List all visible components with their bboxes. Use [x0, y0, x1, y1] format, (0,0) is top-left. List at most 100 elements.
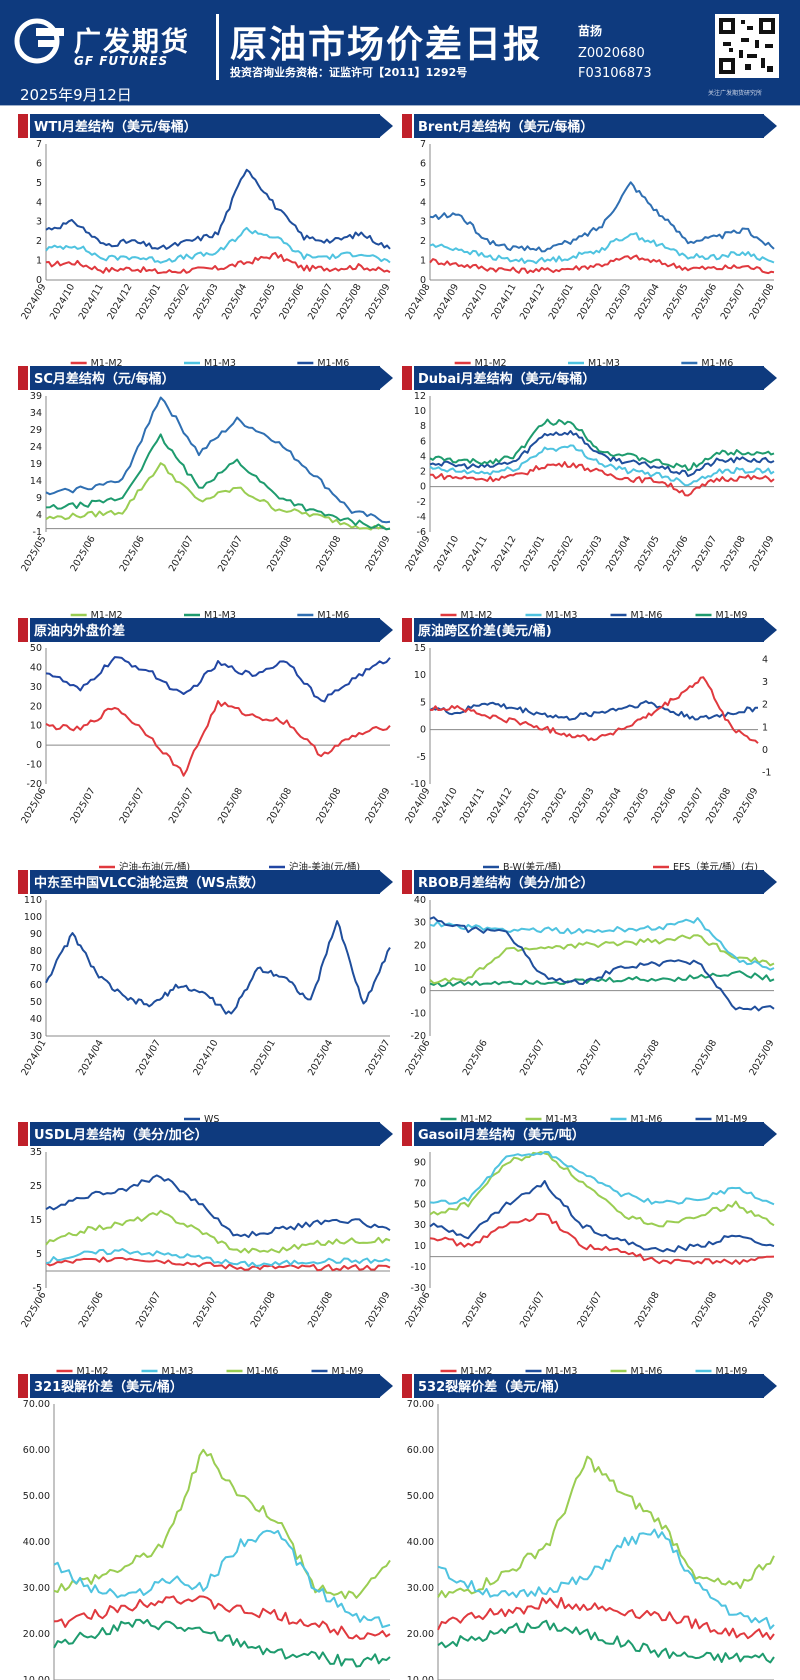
x-tick-label: 2025/06 — [277, 282, 306, 322]
x-tick-label: 2024/11 — [77, 282, 106, 322]
x-tick-label: 2025/09 — [363, 534, 392, 574]
x-tick-label: 2025/01 — [134, 282, 163, 322]
y-tick-label: 15 — [414, 643, 426, 654]
report-title: 原油市场价差日报 — [230, 23, 542, 66]
y-tick-label: 6 — [420, 158, 426, 169]
chart-title: 中东至中国VLCC油轮运费（WS点数） — [34, 876, 265, 891]
x-tick-label: 2024/09 — [403, 786, 432, 826]
series-line-M1-M3 — [429, 232, 775, 265]
legend-label: WS — [204, 1114, 219, 1125]
y-tick-label: 12 — [414, 391, 426, 402]
qr-caption: 关注广发期货研究所 — [708, 90, 763, 97]
legend-label: M1-M6 — [631, 1366, 663, 1377]
x-tick-label: 2025/06 — [649, 786, 678, 826]
y-tick-label: 7 — [420, 139, 426, 150]
x-tick-label: 2025/07 — [363, 1038, 392, 1078]
chart-title: Gasoil月差结构（美元/吨） — [418, 1128, 585, 1143]
series-line-s1 — [437, 1455, 775, 1599]
chart-title-banner: Gasoil月差结构（美元/吨） — [402, 1122, 782, 1146]
x-tick-label: 2025/07 — [719, 282, 748, 322]
chart-svg-vlcc: 30 40 50 60 70 80 90 100 110 2024/01 2024/04 2024/0… — [19, 895, 392, 1125]
y-tick-label: 70 — [414, 1178, 426, 1189]
x-tick-label: 2025/09 — [363, 786, 392, 826]
chart-svg-sc: -1 4 9 14 19 24 29 34 39 2025/05 2025/06 2025/06 202… — [19, 391, 392, 621]
brand-name: 广发期货 — [74, 27, 190, 58]
y-tick-label: 50 — [30, 643, 42, 654]
chart-panel-gasoil: Gasoil月差结构（美元/吨） -30 -10 10 30 50 70 90 2025/06 2… — [402, 1122, 782, 1386]
legend-label: M1-M2 — [461, 610, 493, 621]
legend-label: M1-M3 — [204, 358, 236, 369]
y-tick-label: 7 — [36, 139, 42, 150]
x-tick-label: 2025/07 — [518, 1290, 547, 1330]
series-line-B-W(美元/桶) — [429, 700, 758, 721]
series-line-M1-M6 — [429, 430, 775, 478]
x-tick-label: 2025/06 — [19, 1290, 48, 1330]
legend-label: M1-M6 — [317, 358, 349, 369]
chart-title-banner: 321裂解价差（美元/桶） — [18, 1374, 398, 1398]
series-line-s3 — [437, 1596, 775, 1641]
legend-label: M1-M3 — [546, 1114, 578, 1125]
y-tick-label: 25 — [30, 1181, 42, 1192]
y-tick-label: 0 — [36, 740, 42, 751]
y-tick-label: 30 — [30, 682, 42, 693]
x-tick-label: 2025/06 — [461, 1038, 490, 1078]
series-line-M1-M2 — [429, 461, 775, 497]
chart-svg-dubai: -6 -4 -2 0 2 4 6 8 10 12 2024/09 2024/10 2024/11 2024… — [403, 391, 776, 621]
y-tick-label: 15 — [30, 1215, 42, 1226]
y2-tick-label: 4 — [762, 654, 768, 665]
y-tick-label: -10 — [26, 760, 42, 771]
x-tick-label: 2024/12 — [518, 282, 547, 322]
x-tick-label: 2024/08 — [403, 282, 432, 322]
legend-label: M1-M6 — [701, 358, 733, 369]
y-tick-label: 30 — [414, 1220, 426, 1231]
y-tick-label: 20.00 — [23, 1629, 50, 1640]
x-tick-label: 2025/09 — [747, 534, 776, 574]
legend-label: M1-M2 — [77, 1366, 109, 1377]
y-tick-label: 35 — [30, 1147, 42, 1158]
y-tick-label: 39 — [30, 391, 42, 402]
series-line-s2 — [53, 1529, 391, 1629]
x-tick-label: 2025/07 — [191, 1290, 220, 1330]
y-tick-label: 3 — [420, 217, 426, 228]
y-tick-label: 10.00 — [23, 1675, 50, 1680]
chart-title-banner: Brent月差结构（美元/每桶） — [402, 114, 782, 138]
x-tick-label: 2025/07 — [167, 534, 196, 574]
x-tick-label: 2024/11 — [489, 282, 518, 322]
y-tick-label: 60.00 — [407, 1445, 434, 1456]
x-tick-label: 2025/06 — [118, 534, 147, 574]
chart-panel-wti: WTI月差结构（美元/每桶） 0 1 2 3 4 5 6 7 2024/09 2024/10 2024… — [18, 114, 398, 378]
x-tick-label: 2025/07 — [690, 534, 719, 574]
qr-code-icon[interactable] — [715, 14, 779, 78]
x-tick-label: 2025/06 — [661, 534, 690, 574]
x-tick-label: 2025/06 — [403, 1290, 432, 1330]
x-tick-label: 2025/02 — [163, 282, 192, 322]
x-tick-label: 2025/03 — [575, 534, 604, 574]
x-tick-label: 2025/05 — [19, 534, 48, 574]
x-tick-label: 2025/06 — [77, 1290, 106, 1330]
y-tick-label: 10.00 — [407, 1675, 434, 1680]
legend-label: M1-M9 — [332, 1366, 364, 1377]
x-tick-label: 2024/10 — [432, 534, 461, 574]
y-tick-label: 40 — [414, 895, 426, 906]
y-tick-label: 10 — [414, 406, 426, 417]
x-tick-label: 2025/04 — [595, 786, 624, 826]
y-tick-label: 0 — [420, 986, 426, 997]
y-tick-label: 10 — [414, 670, 426, 681]
y-tick-label: 30.00 — [23, 1583, 50, 1594]
chart-svg-rbob: -20 -10 0 10 20 30 40 2025/06 2025/06 2025/07 2025… — [403, 895, 776, 1125]
series-line-M1-M6 — [429, 1151, 775, 1228]
chart-title-banner: 原油内外盘价差 — [18, 618, 398, 642]
header-divider — [216, 14, 219, 80]
series-line-M1-M6 — [429, 181, 775, 253]
x-tick-label: 2025/06 — [19, 786, 48, 826]
chart-title: 321裂解价差（美元/桶） — [34, 1380, 183, 1395]
chart-panel-brent: Brent月差结构（美元/每桶） 0 1 2 3 4 5 6 7 2024/08 2024/09 20… — [402, 114, 782, 378]
series-line-沪油-布油(元/桶) — [45, 700, 391, 777]
legend-label: M1-M2 — [461, 1366, 493, 1377]
x-tick-label: 2024/10 — [431, 786, 460, 826]
y-tick-label: -2 — [417, 497, 426, 508]
y-tick-label: 2 — [420, 236, 426, 247]
legend-label: M1-M2 — [91, 358, 123, 369]
y-tick-label: 20 — [414, 940, 426, 951]
series-line-s4 — [53, 1618, 391, 1668]
